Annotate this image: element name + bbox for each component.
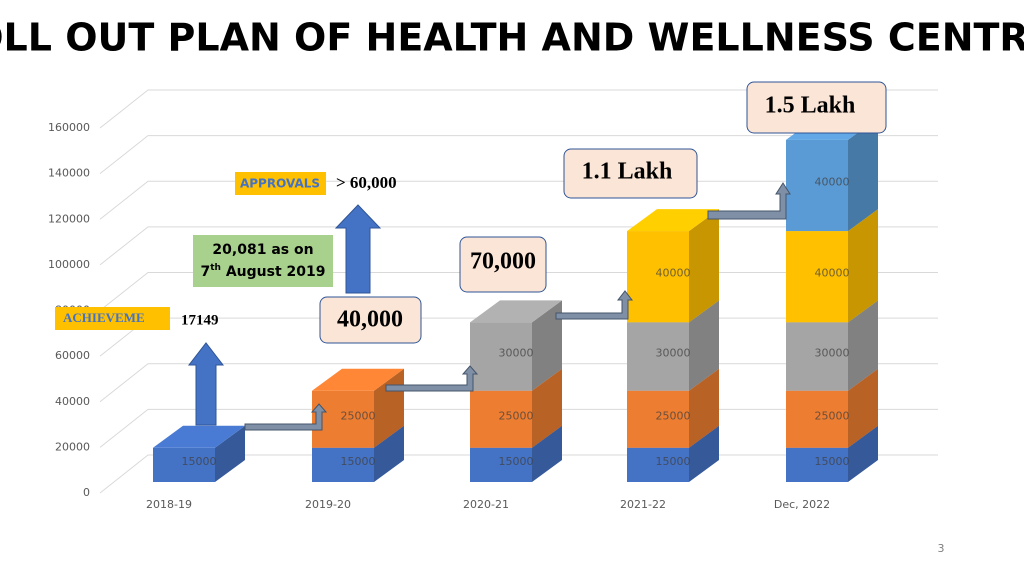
bar-front bbox=[153, 447, 215, 482]
y-tick-label: 140000 bbox=[48, 167, 90, 180]
bar-front bbox=[786, 139, 848, 232]
bar-front bbox=[470, 322, 532, 391]
bar-side bbox=[374, 425, 404, 482]
bar-side bbox=[848, 117, 878, 232]
bar-side bbox=[689, 368, 719, 448]
bar-side bbox=[848, 209, 878, 323]
data-label: 30000 bbox=[499, 347, 534, 360]
bar-front bbox=[470, 390, 532, 448]
x-tick-label: 2020-21 bbox=[463, 498, 509, 511]
bar-top bbox=[470, 300, 562, 323]
data-label: 40000 bbox=[815, 267, 850, 280]
up-arrow bbox=[187, 342, 225, 426]
bar-front bbox=[627, 447, 689, 482]
data-label: 25000 bbox=[656, 409, 691, 422]
bar-front bbox=[312, 447, 374, 482]
x-tick-label: 2019-20 bbox=[305, 498, 351, 511]
approvals-box bbox=[235, 172, 326, 195]
bar-side bbox=[848, 425, 878, 482]
y-tick-label: 160000 bbox=[48, 121, 90, 134]
y-tick-label: 40000 bbox=[55, 395, 90, 408]
bars: 15000 15000 25000 15000 25000 30000 15000 25000… bbox=[153, 117, 878, 482]
step-arrow bbox=[385, 365, 479, 392]
x-tick-label: 2021-22 bbox=[620, 498, 666, 511]
x-tick-label: Dec, 2022 bbox=[774, 498, 830, 511]
y-tick-label: 20000 bbox=[55, 440, 90, 453]
bar-segment: 30000 bbox=[470, 300, 562, 391]
page-number: 3 bbox=[938, 542, 945, 555]
data-label: 25000 bbox=[499, 409, 534, 422]
bar-side bbox=[532, 300, 562, 391]
target-label: 70,000 bbox=[470, 249, 536, 275]
data-label: 15000 bbox=[182, 455, 217, 468]
target-label: 40,000 bbox=[337, 307, 403, 333]
achievement-value: 17149 bbox=[181, 312, 219, 328]
target-label: 1.1 Lakh bbox=[582, 159, 673, 185]
bar-front bbox=[627, 390, 689, 448]
data-label: 15000 bbox=[341, 455, 376, 468]
slide-title: ROLL OUT PLAN OF HEALTH AND WELLNESS CEN… bbox=[0, 16, 1024, 60]
data-label: 40000 bbox=[656, 267, 691, 280]
bar-side bbox=[689, 300, 719, 391]
bar-side bbox=[532, 425, 562, 482]
bar-side bbox=[848, 368, 878, 448]
step-arrows bbox=[244, 182, 791, 431]
target-box bbox=[746, 81, 887, 134]
y-tick-label: 120000 bbox=[48, 212, 90, 225]
note-line: 20,081 as on bbox=[212, 242, 313, 258]
step-arrow bbox=[244, 403, 328, 431]
grid-line bbox=[99, 89, 938, 129]
bar-side bbox=[848, 300, 878, 391]
step-arrow bbox=[555, 290, 634, 320]
target-box bbox=[563, 148, 698, 199]
bar-front bbox=[786, 231, 848, 323]
up-arrow bbox=[334, 204, 382, 294]
target-box bbox=[319, 296, 422, 344]
approvals-label: APPROVALS bbox=[240, 177, 320, 191]
note-rest: August 2019 bbox=[221, 264, 326, 280]
bar-front bbox=[470, 447, 532, 482]
bar-top bbox=[312, 368, 404, 391]
up-arrows bbox=[187, 204, 382, 426]
note-suffix: th bbox=[210, 263, 221, 273]
target-box bbox=[459, 236, 547, 293]
bar-front bbox=[786, 447, 848, 482]
bar-segment: 40000 bbox=[786, 117, 878, 232]
bar-side bbox=[689, 209, 719, 323]
data-label: 25000 bbox=[341, 409, 376, 422]
achievement-box bbox=[55, 307, 170, 330]
data-label: 30000 bbox=[656, 347, 691, 360]
achievement-label: ACHIEVEME bbox=[63, 310, 145, 325]
note-line: 7th August 2019 bbox=[201, 263, 326, 281]
data-label: 15000 bbox=[815, 455, 850, 468]
bar-front bbox=[627, 322, 689, 391]
data-label: 40000 bbox=[815, 175, 850, 188]
note-box bbox=[193, 235, 333, 287]
step-arrow bbox=[707, 182, 791, 220]
bar-side bbox=[689, 425, 719, 482]
bar-segment: 15000 bbox=[153, 425, 245, 482]
bar-top bbox=[627, 209, 719, 232]
note-day: 7 bbox=[201, 264, 211, 280]
bar-segment: 40000 bbox=[627, 209, 719, 323]
target-label: 1.5 Lakh bbox=[765, 93, 856, 119]
data-label: 15000 bbox=[499, 455, 534, 468]
data-label: 25000 bbox=[815, 409, 850, 422]
bar-side bbox=[215, 425, 245, 482]
grid-line bbox=[99, 135, 938, 175]
approvals-value: > 60,000 bbox=[336, 173, 397, 192]
bar-front bbox=[786, 322, 848, 391]
y-tick-label: 0 bbox=[83, 486, 90, 499]
data-label: 30000 bbox=[815, 347, 850, 360]
bar-front bbox=[786, 390, 848, 448]
y-tick-label: 60000 bbox=[55, 349, 90, 362]
x-tick-label: 2018-19 bbox=[146, 498, 192, 511]
y-tick-label: 100000 bbox=[48, 258, 90, 271]
bar-top bbox=[153, 425, 245, 448]
data-label: 15000 bbox=[656, 455, 691, 468]
bar-front bbox=[627, 231, 689, 323]
bar-side bbox=[532, 368, 562, 448]
